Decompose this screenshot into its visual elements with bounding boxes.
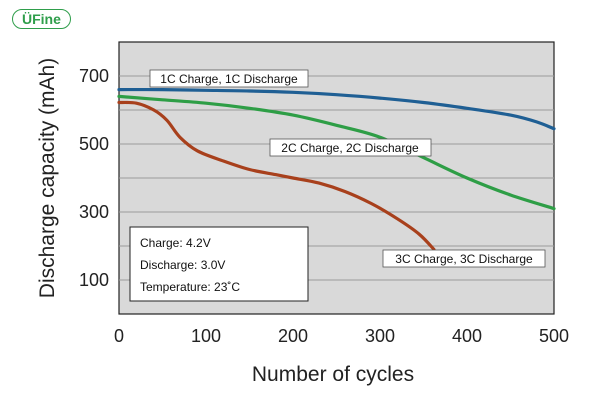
x-tick-400: 400: [452, 326, 482, 346]
legend-3c-label: 3C Charge, 3C Discharge: [395, 252, 533, 266]
legend-2c-label: 2C Charge, 2C Discharge: [281, 141, 419, 155]
legend-3c: 3C Charge, 3C Discharge: [382, 249, 546, 268]
legend-3c-box: [382, 249, 546, 268]
tick-labels: 100 300 500 700 0 100 200 300 400 500: [79, 66, 569, 346]
series-3c-line: [117, 100, 436, 251]
legend-1c: 1C Charge, 1C Discharge: [149, 69, 309, 88]
series-2c-line: [117, 94, 556, 211]
legend-1c-box: [149, 69, 309, 88]
y-axis-title: Discharge capacity (mAh): [36, 58, 59, 298]
condition-temperature: Temperature: 23˚C: [140, 280, 240, 294]
legend-1c-label: 1C Charge, 1C Discharge: [160, 72, 298, 86]
y-tick-500: 500: [79, 134, 109, 154]
ufine-logo: ÜFine: [12, 9, 71, 29]
y-tick-300: 300: [79, 202, 109, 222]
conditions-frame: [129, 226, 309, 302]
series-layer: [117, 87, 556, 251]
x-axis-title: Number of cycles: [252, 363, 414, 386]
condition-charge: Charge: 4.2V: [140, 236, 211, 250]
x-tick-500: 500: [539, 326, 569, 346]
legend-2c-box: [269, 138, 432, 157]
x-tick-300: 300: [365, 326, 395, 346]
y-tick-700: 700: [79, 66, 109, 86]
series-1c-line: [117, 87, 556, 131]
condition-discharge: Discharge: 3.0V: [140, 258, 225, 272]
conditions-box: Charge: 4.2V Discharge: 3.0V Temperature…: [129, 226, 309, 302]
legend-2c: 2C Charge, 2C Discharge: [269, 138, 432, 157]
y-tick-100: 100: [79, 270, 109, 290]
x-tick-100: 100: [191, 326, 221, 346]
x-tick-0: 0: [114, 326, 124, 346]
x-tick-200: 200: [278, 326, 308, 346]
